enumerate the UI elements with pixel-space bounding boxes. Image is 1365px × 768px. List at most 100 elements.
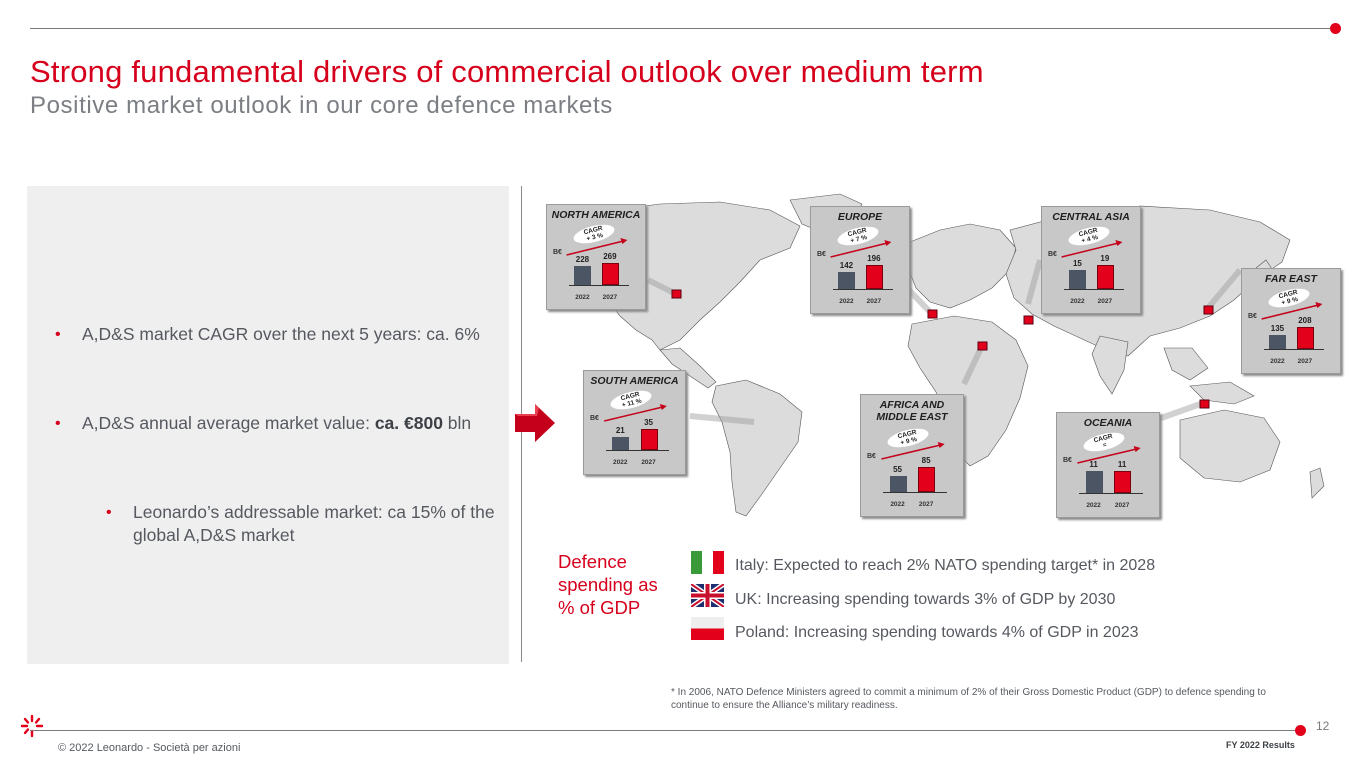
value-label-2022: 142 [839, 260, 854, 270]
chart-baseline [1263, 349, 1325, 350]
region-name: EUROPE [837, 211, 883, 223]
cagr-text: CAGR + 11 % [620, 390, 643, 410]
bullet-text: A,D&S annual average market value: [82, 413, 375, 433]
value-label-2022: 11 [1089, 460, 1098, 469]
flag-italy-icon [691, 551, 724, 574]
year-label-2027: 2027 [1114, 502, 1130, 509]
bullet-text-suffix: bln [442, 413, 472, 433]
bar-2022 [1069, 270, 1087, 289]
bullet-dot: • [55, 326, 61, 343]
value-label-2027: 85 [921, 456, 931, 465]
unit-label: B€ [590, 415, 599, 422]
region-europe: EUROPE B€ CAGR + 7 % 142 2022 196 2027 [810, 206, 910, 314]
bar-2022 [838, 271, 856, 289]
unit-label: B€ [1063, 457, 1072, 464]
value-label-2027: 35 [644, 418, 653, 427]
legend-title: Defence spending as % of GDP [558, 551, 658, 618]
bullet-market-cagr: • A,D&S market CAGR over the next 5 year… [55, 323, 502, 346]
chart-baseline [1079, 493, 1143, 494]
bullet-addressable-market: • Leonardo’s addressable market: ca 15% … [106, 501, 503, 547]
unit-label: B€ [867, 453, 876, 460]
year-label-2027: 2027 [1097, 298, 1113, 305]
cagr-badge: CAGR + 9 % [1264, 285, 1316, 311]
bar-2027 [1114, 471, 1132, 493]
cagr-text: CAGR + 9 % [897, 428, 919, 447]
report-label: FY 2022 Results [1226, 740, 1295, 750]
unit-label: B€ [817, 251, 826, 258]
year-label-2022: 2022 [890, 501, 905, 508]
region-name: OCEANIA [1083, 417, 1133, 429]
value-label-2022: 55 [893, 464, 902, 474]
cagr-text: CAGR = [1093, 432, 1114, 450]
region-south-america: SOUTH AMERICA B€ CAGR + 11 % 21 2022 35 2027 [583, 370, 686, 475]
bar-2027 [640, 429, 658, 450]
legend-poland: Poland: Increasing spending towards 4% o… [735, 624, 1139, 641]
chart-baseline [568, 285, 630, 286]
year-label-2022: 2022 [839, 298, 854, 305]
cagr-badge: CAGR + 4 % [1064, 223, 1116, 249]
region-africa-middle-east: AFRICA AND MIDDLE EAST B€ CAGR + 9 % 55 2022… [860, 394, 964, 517]
chart-baseline [832, 289, 894, 290]
chart-baseline [606, 450, 669, 451]
footnote: * In 2006, NATO Defence Ministers agreed… [671, 687, 1266, 711]
bullet-dot: • [55, 415, 61, 432]
year-label-2027: 2027 [641, 459, 656, 466]
flag-poland-icon [691, 617, 724, 640]
year-label-2027: 2027 [866, 298, 882, 305]
region-oceania: OCEANIA B€ CAGR = 11 2022 11 2027 [1056, 412, 1160, 518]
page-title: Strong fundamental drivers of commercial… [30, 54, 984, 89]
legend-italy: Italy: Expected to reach 2% NATO spendin… [735, 557, 1156, 574]
bar-2022 [574, 266, 592, 285]
value-label-2027: 269 [603, 252, 617, 261]
year-label-2027: 2027 [918, 501, 934, 508]
value-label-2027: 208 [1298, 316, 1312, 325]
unit-label: B€ [1048, 251, 1057, 258]
region-name: CENTRAL ASIA [1052, 211, 1130, 223]
bar-2027 [1296, 327, 1314, 349]
year-label-2027: 2027 [602, 294, 618, 301]
bar-2027 [1096, 265, 1114, 289]
top-rule-dot [1330, 23, 1341, 34]
bullets-panel [27, 186, 509, 664]
copyright: © 2022 Leonardo - Società per azioni [58, 742, 241, 754]
value-label-2022: 15 [1072, 259, 1082, 269]
bar-2027 [918, 467, 936, 492]
region-name: SOUTH AMERICA [590, 375, 679, 387]
value-label-2027: 19 [1100, 254, 1110, 263]
bullet-bold-value: ca. €800 [374, 413, 443, 433]
page-number: 12 [1316, 719, 1330, 733]
chart-baseline [1063, 289, 1125, 290]
bullet-market-value: • A,D&S annual average market value: ca.… [55, 412, 502, 435]
value-label-2022: 228 [575, 255, 590, 265]
bottom-rule-dot [1295, 725, 1306, 736]
region-central-asia: CENTRAL ASIA B€ CAGR + 4 % 15 2022 19 2027 [1041, 206, 1141, 314]
bar-2027 [601, 263, 619, 285]
year-label-2022: 2022 [1270, 358, 1285, 365]
year-label-2022: 2022 [613, 459, 628, 466]
bullet-text: Leonardo’s addressable market: ca 15% of… [133, 502, 495, 545]
cagr-badge: CAGR + 9 % [883, 425, 935, 451]
arrow-right-icon [515, 404, 555, 442]
bottom-rule [30, 730, 1298, 731]
region-name: NORTH AMERICA [551, 209, 641, 221]
unit-label: B€ [1248, 313, 1257, 320]
region-north-america: NORTH AMERICA B€ CAGR + 3 % 228 2022 269 2027 [546, 204, 646, 310]
flag-uk-icon [691, 584, 724, 607]
region-name: AFRICA AND MIDDLE EAST [876, 399, 948, 423]
bullet-dot: • [106, 504, 112, 521]
top-rule [30, 28, 1335, 29]
cagr-badge: CAGR + 3 % [569, 221, 621, 247]
page-subtitle: Positive market outlook in our core defe… [30, 92, 613, 119]
unit-label: B€ [553, 249, 562, 256]
bullet-text: A,D&S market CAGR over the next 5 years:… [82, 324, 480, 344]
legend-uk: UK: Increasing spending towards 3% of GD… [735, 591, 1116, 608]
value-label-2022: 21 [615, 426, 625, 436]
leonardo-logo-icon [20, 714, 44, 738]
year-label-2022: 2022 [575, 294, 590, 301]
value-label-2027: 196 [867, 254, 881, 263]
bar-2027 [865, 265, 883, 289]
bar-2022 [1269, 334, 1287, 349]
cagr-badge: CAGR + 11 % [606, 387, 658, 413]
cagr-badge: CAGR + 7 % [833, 223, 885, 249]
bar-2022 [612, 437, 630, 450]
